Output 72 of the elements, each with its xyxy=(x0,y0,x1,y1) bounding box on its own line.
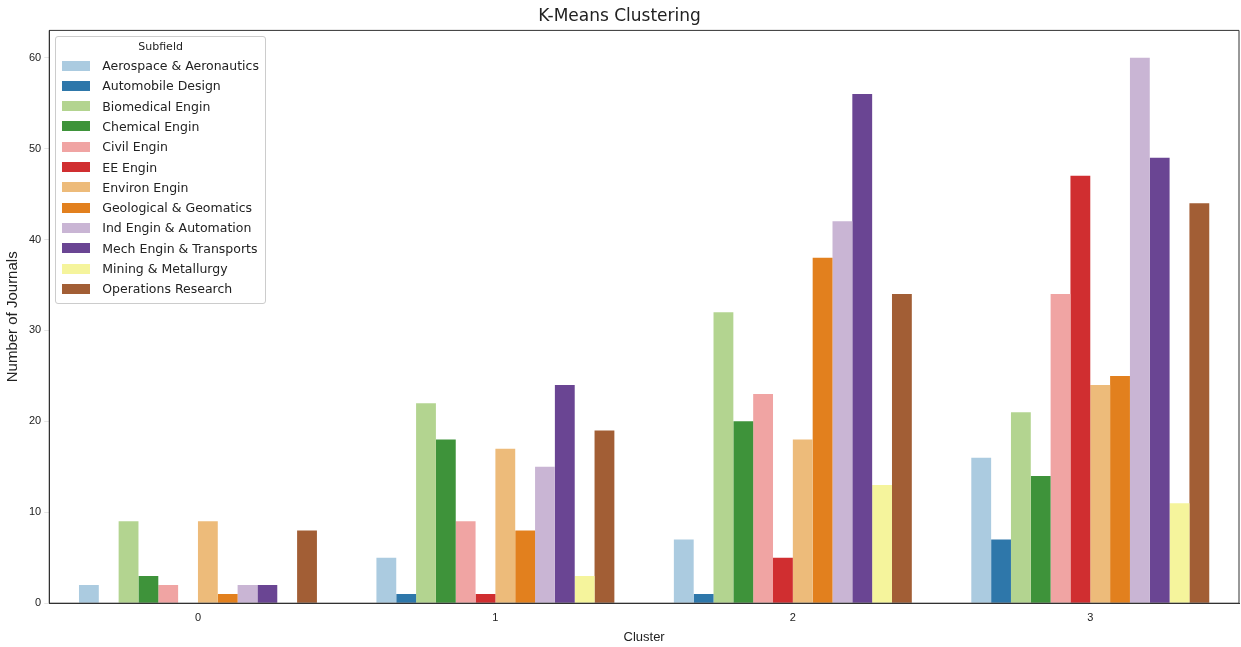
bar xyxy=(297,530,317,603)
legend-label: Geological & Geomatics xyxy=(102,200,253,216)
bar xyxy=(237,585,258,603)
bar xyxy=(971,457,992,603)
y-tick-label: 60 xyxy=(28,50,42,63)
legend-label: Automobile Design xyxy=(102,78,221,94)
legend-label: EE Engin xyxy=(102,159,158,175)
bar xyxy=(1010,412,1031,603)
bar xyxy=(1110,375,1130,603)
x-tick-label: 2 xyxy=(789,610,796,623)
legend-label: Aerospace & Aeronautics xyxy=(102,58,259,74)
legend-label: Civil Engin xyxy=(102,139,168,155)
bar xyxy=(1090,384,1111,603)
bar xyxy=(1189,203,1210,603)
bar xyxy=(1070,175,1091,603)
bar xyxy=(1050,294,1071,603)
bar xyxy=(693,594,714,603)
x-tick-label: 3 xyxy=(1087,610,1094,623)
y-tick-label: 20 xyxy=(28,414,42,427)
legend-label: Biomedical Engin xyxy=(102,98,211,114)
bar xyxy=(673,539,694,603)
bar xyxy=(812,257,833,603)
x-axis-title: Cluster xyxy=(623,628,666,644)
bar xyxy=(1149,157,1170,603)
bar xyxy=(773,557,793,603)
bar xyxy=(891,294,912,603)
y-tick-label: 50 xyxy=(28,141,42,154)
y-tick-label: 40 xyxy=(28,232,42,245)
bar xyxy=(455,521,476,603)
legend-label: Mech Engin & Transports xyxy=(102,240,258,256)
bar xyxy=(118,521,139,603)
bar xyxy=(475,594,496,603)
legend-title: Subfield xyxy=(137,40,184,54)
bar xyxy=(416,403,436,603)
bar xyxy=(435,439,456,603)
bar xyxy=(1129,57,1150,603)
bar xyxy=(594,430,615,603)
bar xyxy=(158,585,179,603)
y-axis-title: Number of Journals xyxy=(3,251,21,383)
x-tick-label: 1 xyxy=(492,610,499,623)
bar xyxy=(1030,475,1051,603)
bar xyxy=(792,439,813,603)
bar xyxy=(1169,503,1190,603)
bar xyxy=(535,466,555,603)
bar xyxy=(554,384,575,603)
bar xyxy=(515,530,536,603)
y-tick-label: 30 xyxy=(28,323,42,336)
bar xyxy=(217,594,238,603)
y-tick-label: 0 xyxy=(35,596,42,609)
bar xyxy=(138,575,159,603)
bar xyxy=(197,521,218,603)
bar xyxy=(991,539,1011,603)
chart-title: K-Means Clustering xyxy=(538,4,701,25)
bar xyxy=(376,557,397,603)
legend-label: Ind Engin & Automation xyxy=(102,220,252,236)
legend-label: Operations Research xyxy=(102,281,233,297)
bar xyxy=(574,575,595,603)
bar xyxy=(396,594,417,603)
bar xyxy=(852,94,873,603)
bar xyxy=(733,421,754,603)
y-tick-label: 10 xyxy=(28,505,42,518)
bar xyxy=(872,485,892,603)
x-tick-label: 0 xyxy=(194,610,202,623)
legend-label: Chemical Engin xyxy=(102,118,200,134)
legend-label: Environ Engin xyxy=(102,179,189,195)
bar xyxy=(832,221,853,603)
bar xyxy=(257,585,278,603)
bar xyxy=(495,448,516,603)
bar xyxy=(753,394,774,603)
bar xyxy=(78,585,99,603)
legend-label: Mining & Metallurgy xyxy=(102,261,228,276)
bar xyxy=(713,312,734,603)
